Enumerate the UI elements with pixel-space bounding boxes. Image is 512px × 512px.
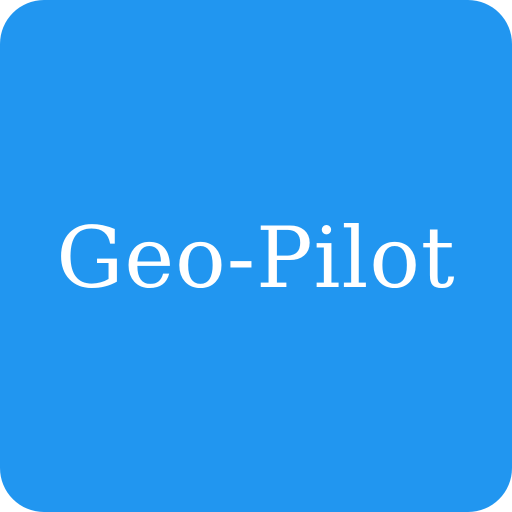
app-icon-label: Geo-Pilot [56, 209, 456, 307]
